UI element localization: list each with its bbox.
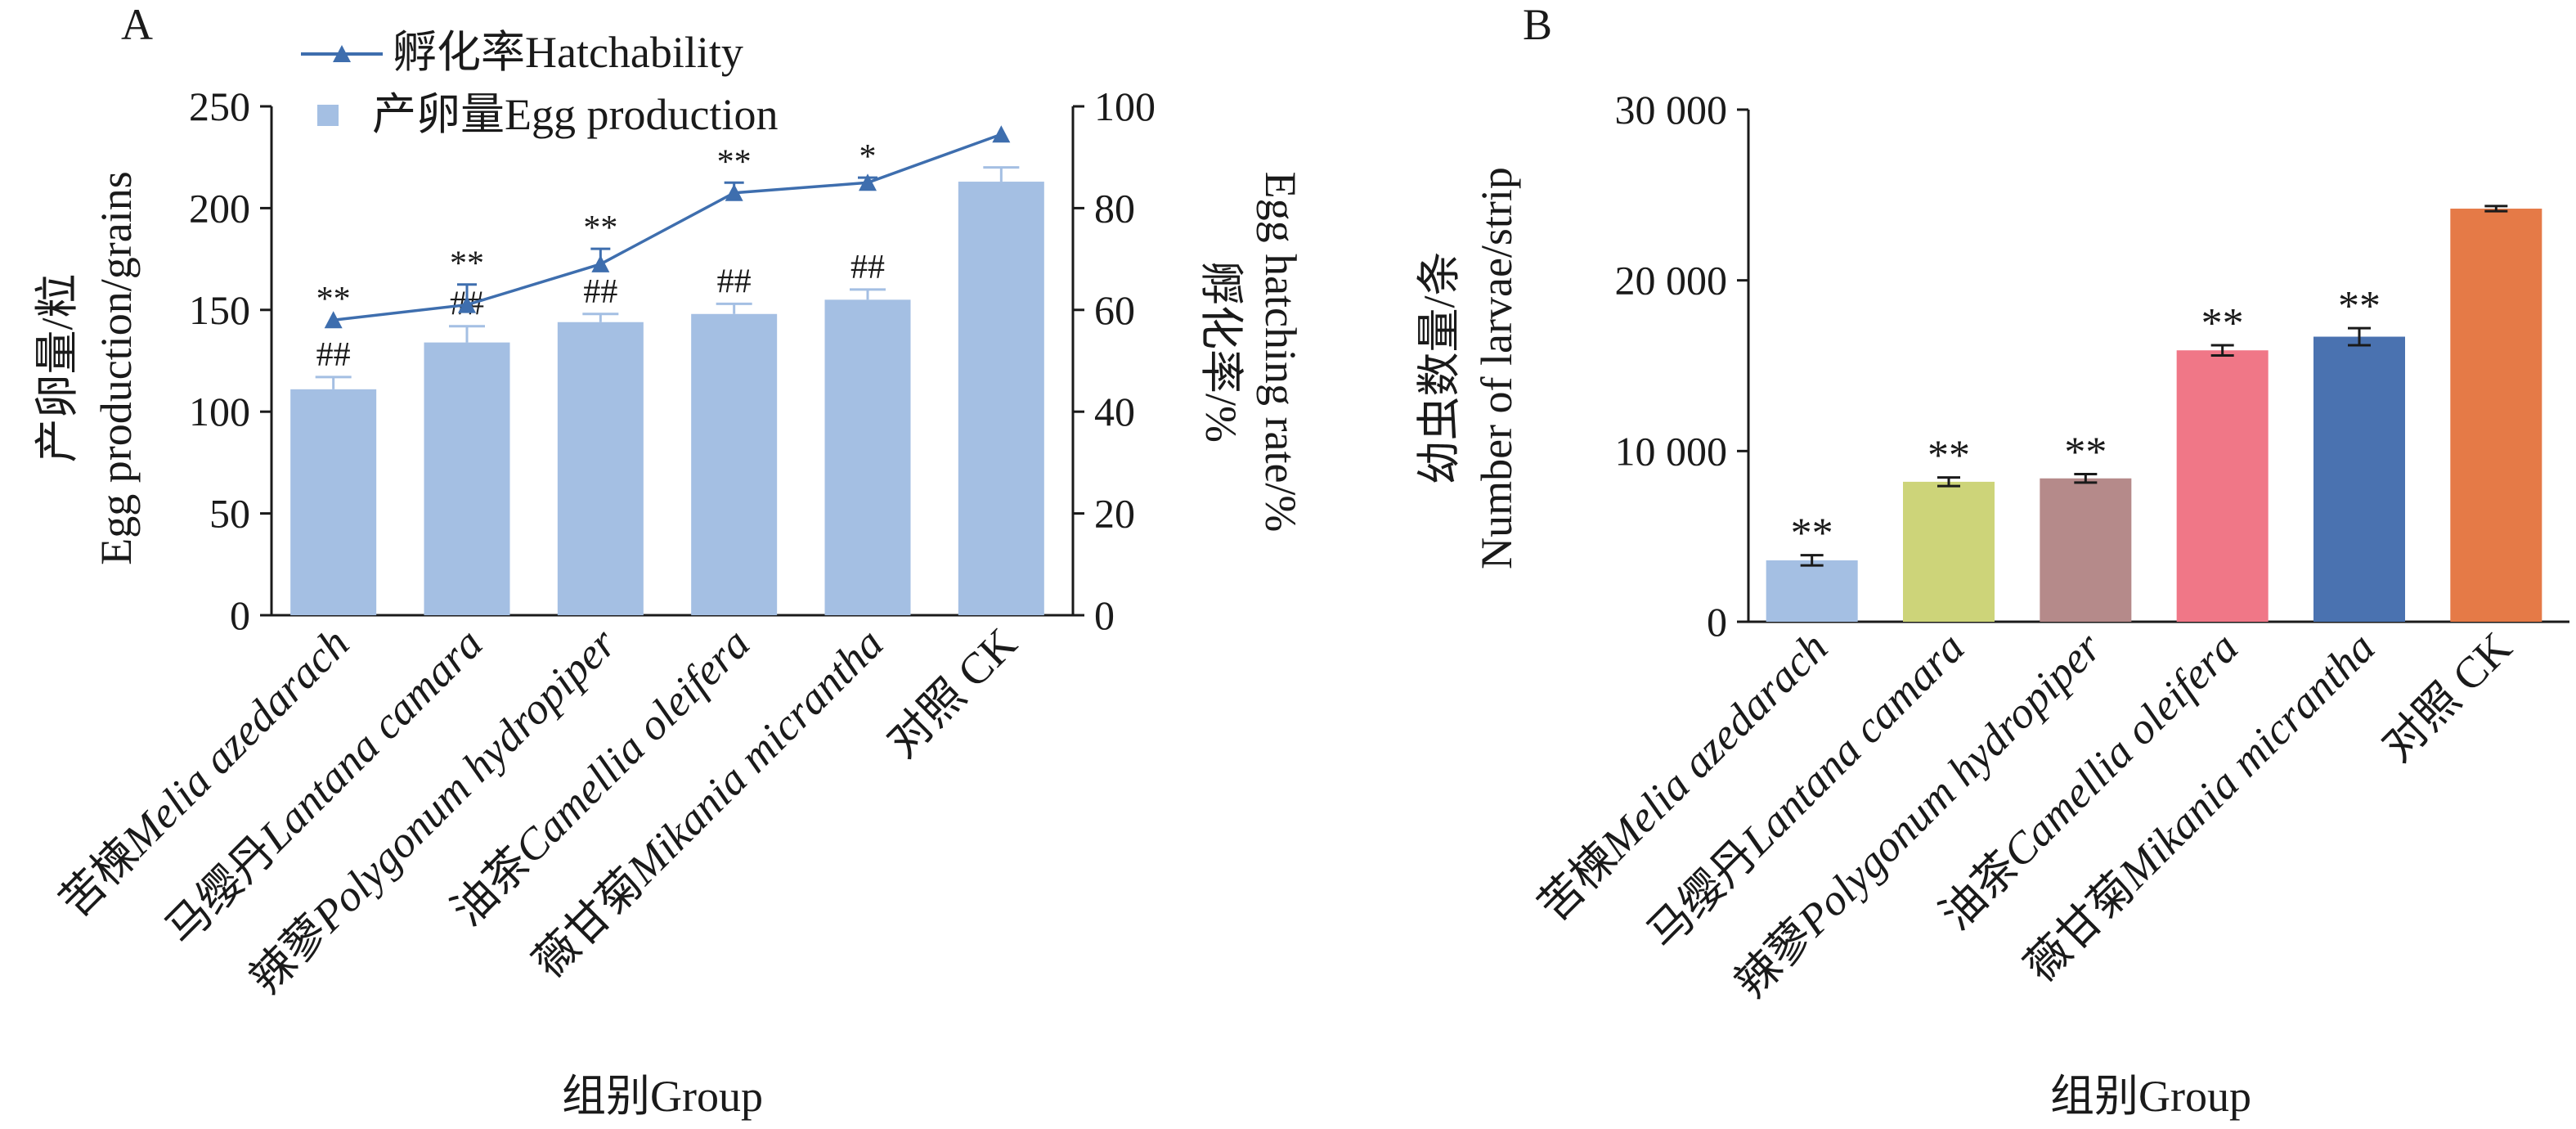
hatchability-point [324, 311, 343, 329]
y-tick-label: 250 [189, 83, 250, 129]
line-significance-label: ** [450, 245, 484, 283]
panel-a: A 孵化率Hatchability 产卵量Egg production 0 50 1… [33, 0, 1305, 1121]
hatchability-line [333, 133, 1002, 322]
bar-significance-label: ## [316, 336, 351, 374]
panel-b-label: B [1523, 0, 1552, 49]
bar-significance-label: ## [850, 249, 885, 286]
y-tick-label: 10 000 [1615, 428, 1728, 474]
panel-a-right-axis-title-cn: 孵化率/% [1196, 261, 1245, 443]
line-significance-label: ** [717, 143, 752, 181]
panel-a-y-axis-title-en: Egg production/grains [92, 171, 141, 564]
hatchability-point [591, 254, 610, 272]
legend-label-egg-production: 产卵量Egg production [372, 90, 778, 139]
hatchability-point [458, 295, 476, 313]
larvae-bar-polygonum-hydropiper [2040, 478, 2132, 622]
legend-label-hatchability: 孵化率Hatchability [393, 28, 743, 77]
larvae-bar-ck [2450, 209, 2542, 622]
bar-significance-label: ## [583, 273, 617, 311]
y-tick-label: 100 [189, 389, 250, 434]
panel-b-axes: 0 10 000 20 000 30 000 [1615, 87, 2569, 645]
line-significance-label: ** [583, 209, 617, 247]
y-tick-label: 200 [189, 185, 250, 231]
egg-production-bar [691, 313, 778, 615]
y-tick-label: 50 [209, 491, 250, 537]
bar-significance-label: ** [2201, 300, 2244, 347]
legend: 孵化率Hatchability 产卵量Egg production [301, 28, 778, 139]
y2-tick-label: 20 [1094, 491, 1135, 537]
line-significance-label: ** [316, 281, 351, 318]
panel-b-y-axis-title-cn: 幼虫数量/条 [1415, 251, 1464, 484]
egg-production-bar [824, 299, 911, 615]
bar-significance-label: ** [1791, 511, 1833, 557]
y-tick-label: 150 [189, 287, 250, 333]
larvae-bar-lantana-camara [1903, 481, 1995, 622]
panel-a-hatchability-line: ******** * [316, 125, 1011, 329]
panel-b-x-axis-title: 组别Group [2050, 1072, 2251, 1121]
egg-production-bar [958, 182, 1044, 615]
y-tick-label: 0 [230, 592, 250, 638]
panel-a-x-axis-title: 组别Group [562, 1072, 763, 1121]
bar-significance-label: ** [1928, 433, 1970, 479]
y-tick-label: 30 000 [1615, 87, 1728, 133]
line-significance-label: * [859, 138, 877, 176]
larvae-bar-mikania-micrantha [2313, 336, 2405, 622]
y2-tick-label: 100 [1094, 83, 1156, 129]
category-label-ck: 对照 CK [2372, 623, 2520, 771]
bar-significance-label: ** [2338, 283, 2381, 330]
egg-production-bar [290, 389, 377, 615]
y2-tick-label: 60 [1094, 287, 1135, 333]
category-label-ck: 对照 CK [877, 618, 1025, 767]
hatchability-point [992, 125, 1011, 143]
egg-production-bar [424, 342, 510, 615]
egg-production-bar [557, 322, 644, 615]
panel-a-right-axis-title-en: Egg hatching rate/% [1256, 172, 1305, 533]
larvae-bar-melia-azedarach [1766, 560, 1858, 622]
legend-bar-swatch [317, 105, 339, 126]
panel-a-label: A [121, 0, 153, 49]
bar-significance-label: ** [2064, 430, 2107, 476]
y2-tick-label: 40 [1094, 389, 1135, 434]
panel-a-y-axis-title-cn: 产卵量/粒 [33, 273, 82, 462]
y-tick-label: 20 000 [1615, 258, 1728, 304]
hatchability-point [859, 173, 877, 191]
panel-b: B 0 10 000 20 000 30 000 ** ** ** ** ** 苦楝Melia… [1415, 0, 2569, 1121]
hatchability-point [725, 183, 743, 201]
larvae-bar-camellia-oleifera [2176, 350, 2269, 622]
legend-triangle-marker [333, 45, 351, 62]
y-tick-label: 0 [1707, 599, 1727, 645]
panel-a-bars: ########## [290, 166, 1044, 615]
panel-b-y-axis-title-en: Number of larvae/strip [1472, 167, 1521, 569]
y2-tick-label: 0 [1094, 592, 1115, 638]
panel-a-axes: 0 50 100 150 200 250 0 20 40 60 80 100 [189, 83, 1156, 638]
y2-tick-label: 80 [1094, 185, 1135, 231]
panel-b-bars: ** ** ** ** ** [1766, 205, 2542, 622]
bar-significance-label: ## [717, 263, 752, 300]
